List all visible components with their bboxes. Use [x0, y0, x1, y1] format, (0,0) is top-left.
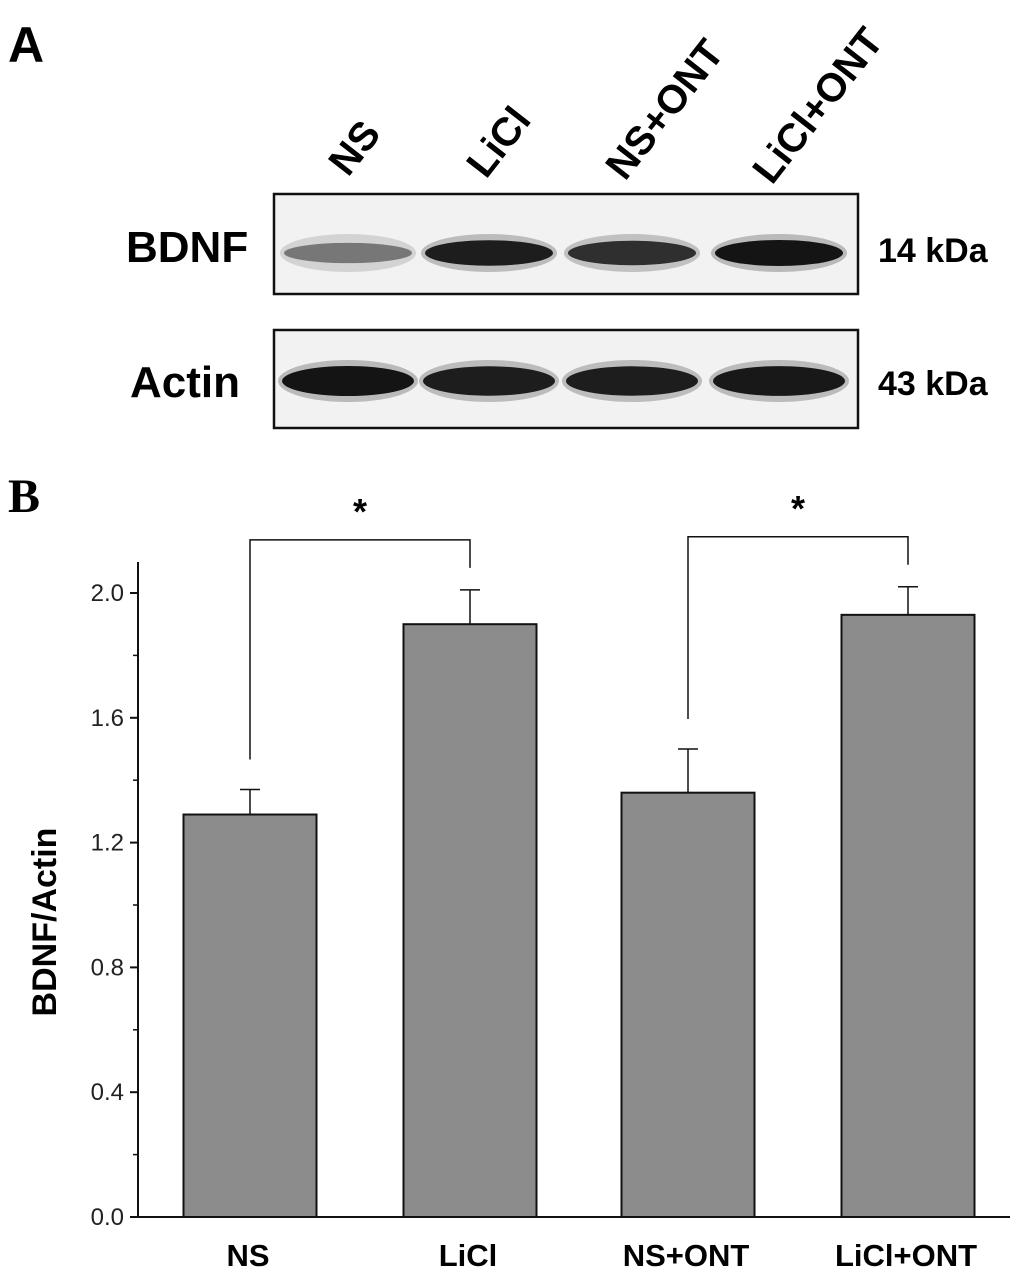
blot-band-bdnf [425, 240, 553, 266]
x-tick-label: NS+ONT [623, 1238, 750, 1272]
x-tick-label: LiCl+ONT [835, 1238, 977, 1272]
lane-label-ns: NS [320, 113, 389, 184]
bar [620, 791, 756, 1218]
blot-band-bdnf [715, 240, 843, 266]
blot-protein-label-actin: Actin [130, 358, 240, 407]
bar [402, 623, 538, 1218]
panel-b-bar-chart: B BDNF/Actin 0.0 0.4 0.8 1.2 1.6 2.0 NS LiCl NS+… [8, 470, 1010, 1272]
significance-bracket [687, 536, 909, 719]
blot-bands-actin [278, 360, 849, 402]
x-tick-label: LiCl [439, 1238, 498, 1272]
blot-bands-bdnf [280, 234, 847, 272]
y-tick-label: 0.8 [91, 954, 124, 981]
y-tick-label: 0.4 [91, 1079, 124, 1106]
blot-size-label-bdnf: 14 kDa [878, 232, 989, 270]
blot-band-bdnf [284, 242, 412, 264]
blot-size-label-actin: 43 kDa [878, 365, 989, 403]
significance-bracket [249, 539, 471, 760]
significance-star: * [791, 488, 805, 529]
y-tick-label: 0.0 [91, 1204, 124, 1231]
plot-area: 0.0 0.4 0.8 1.2 1.6 2.0 NS LiCl NS+ONT LiCl+ONT * * [91, 488, 1010, 1272]
x-tick-label: NS [226, 1238, 269, 1272]
lane-label-licl: LiCl [458, 99, 539, 186]
y-tick-label: 1.6 [91, 705, 124, 732]
y-tick-label: 1.2 [91, 830, 124, 857]
blot-band-actin [566, 366, 698, 396]
blot-band-actin [282, 366, 414, 396]
y-tick-label: 2.0 [91, 580, 124, 607]
significance-star: * [353, 491, 367, 532]
panel-a-label: A [8, 17, 44, 73]
bar [840, 613, 976, 1218]
blot-protein-label-bdnf: BDNF [126, 223, 248, 272]
panel-a-western-blot: A NS LiCl NS+ONT LiCl+ONT BDNF 14 kDa Ac… [8, 17, 989, 430]
blot-band-actin [423, 366, 555, 396]
y-axis-label: BDNF/Actin [26, 828, 64, 1017]
panel-b-label: B [8, 470, 40, 523]
blot-band-actin [713, 366, 845, 396]
lane-label-licl-ont: LiCl+ONT [744, 20, 892, 192]
bar [182, 813, 318, 1219]
lane-label-ns-ont: NS+ONT [597, 32, 732, 188]
blot-band-bdnf [568, 240, 696, 266]
